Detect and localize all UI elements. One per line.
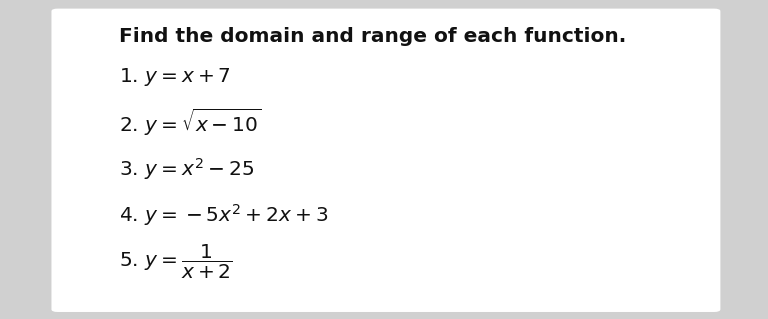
Text: 1. $y = x + 7$: 1. $y = x + 7$ xyxy=(119,66,231,87)
Text: 5. $y = \dfrac{1}{x+2}$: 5. $y = \dfrac{1}{x+2}$ xyxy=(119,242,233,281)
FancyBboxPatch shape xyxy=(51,9,720,312)
Text: 2. $y = \sqrt{x - 10}$: 2. $y = \sqrt{x - 10}$ xyxy=(119,107,262,138)
Text: Find the domain and range of each function.: Find the domain and range of each functi… xyxy=(119,27,626,46)
Text: 4. $y = -5x^2 + 2x + 3$: 4. $y = -5x^2 + 2x + 3$ xyxy=(119,202,329,228)
Text: 3. $y = x^2 - 25$: 3. $y = x^2 - 25$ xyxy=(119,156,254,182)
